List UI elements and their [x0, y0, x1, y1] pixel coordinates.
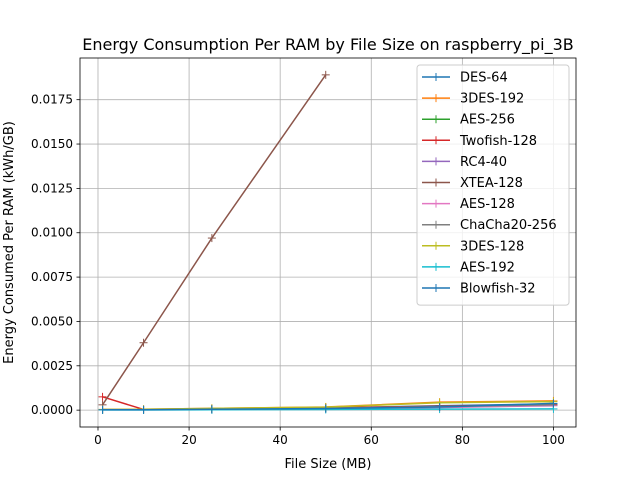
data-point: [435, 402, 444, 411]
y-tick-label: 0.0100: [31, 226, 73, 240]
series-layer: [98, 70, 558, 414]
data-point: [98, 405, 107, 414]
y-tick-label: 0.0025: [31, 359, 73, 373]
data-point: [321, 70, 330, 79]
ticks: 0 20 40 60 80 100 0.0000 0.0025 0.0050 0.0075 0.01…: [31, 93, 565, 447]
legend-label: Blowfish-32: [460, 282, 536, 297]
legend-entry: AES-192: [422, 260, 515, 275]
x-axis-label: File Size (MB): [285, 457, 372, 472]
legend-label: XTEA-128: [460, 176, 523, 191]
series-line: [102, 402, 554, 411]
data-point: [207, 405, 216, 414]
legend-label: ChaCha20-256: [460, 218, 557, 233]
data-point: [98, 392, 107, 401]
series-line: [101, 74, 327, 406]
legend-entry: 3DES-128: [422, 239, 524, 254]
chart-title: Energy Consumption Per RAM by File Size …: [82, 35, 574, 55]
legend-entry: 3DES-192: [422, 92, 524, 107]
data-point: [207, 234, 216, 243]
legend-label: Twofish-128: [459, 134, 537, 149]
legend: DES-64 3DES-192 AES-256 Twofish-128 RC4-40 XT…: [416, 64, 570, 306]
data-point: [139, 405, 148, 414]
legend-label: RC4-40: [460, 155, 507, 170]
x-tick-label: 0: [94, 433, 102, 447]
x-tick-label: 20: [181, 433, 196, 447]
y-tick-label: 0.0150: [31, 137, 73, 151]
y-tick-label: 0.0050: [31, 314, 73, 328]
x-tick-label: 80: [455, 433, 470, 447]
legend-entry: AES-256: [422, 113, 515, 128]
y-tick-label: 0.0125: [31, 181, 73, 195]
x-tick-label: 60: [364, 433, 379, 447]
legend-label: 3DES-128: [460, 239, 524, 254]
plot-frame: [79, 57, 577, 428]
y-tick-label: 0.0000: [31, 403, 73, 417]
x-tick-label: 100: [542, 433, 565, 447]
y-axis-label: Energy Consumed Per RAM (kWh/GB): [2, 121, 17, 364]
legend-entry: Blowfish-32: [422, 282, 536, 297]
legend-entry: ChaCha20-256: [422, 218, 557, 233]
legend-label: AES-256: [460, 113, 515, 128]
legend-entry: AES-128: [422, 197, 515, 212]
legend-entry: XTEA-128: [422, 176, 523, 191]
legend-box: [416, 64, 570, 306]
data-point: [321, 404, 330, 413]
x-tick-label: 40: [273, 433, 288, 447]
legend-entry: Twofish-128: [422, 134, 537, 149]
legend-entry: RC4-40: [422, 155, 507, 170]
legend-label: AES-192: [460, 260, 515, 275]
data-point: [139, 338, 148, 347]
data-point: [549, 399, 558, 408]
legend-label: AES-128: [460, 197, 515, 212]
y-tick-label: 0.0075: [31, 270, 73, 284]
legend-entry: DES-64: [422, 71, 508, 86]
legend-label: 3DES-192: [460, 92, 524, 107]
legend-label: DES-64: [460, 71, 508, 86]
series-5: [98, 70, 330, 409]
series-10: [98, 399, 558, 414]
y-tick-label: 0.0175: [31, 93, 73, 107]
